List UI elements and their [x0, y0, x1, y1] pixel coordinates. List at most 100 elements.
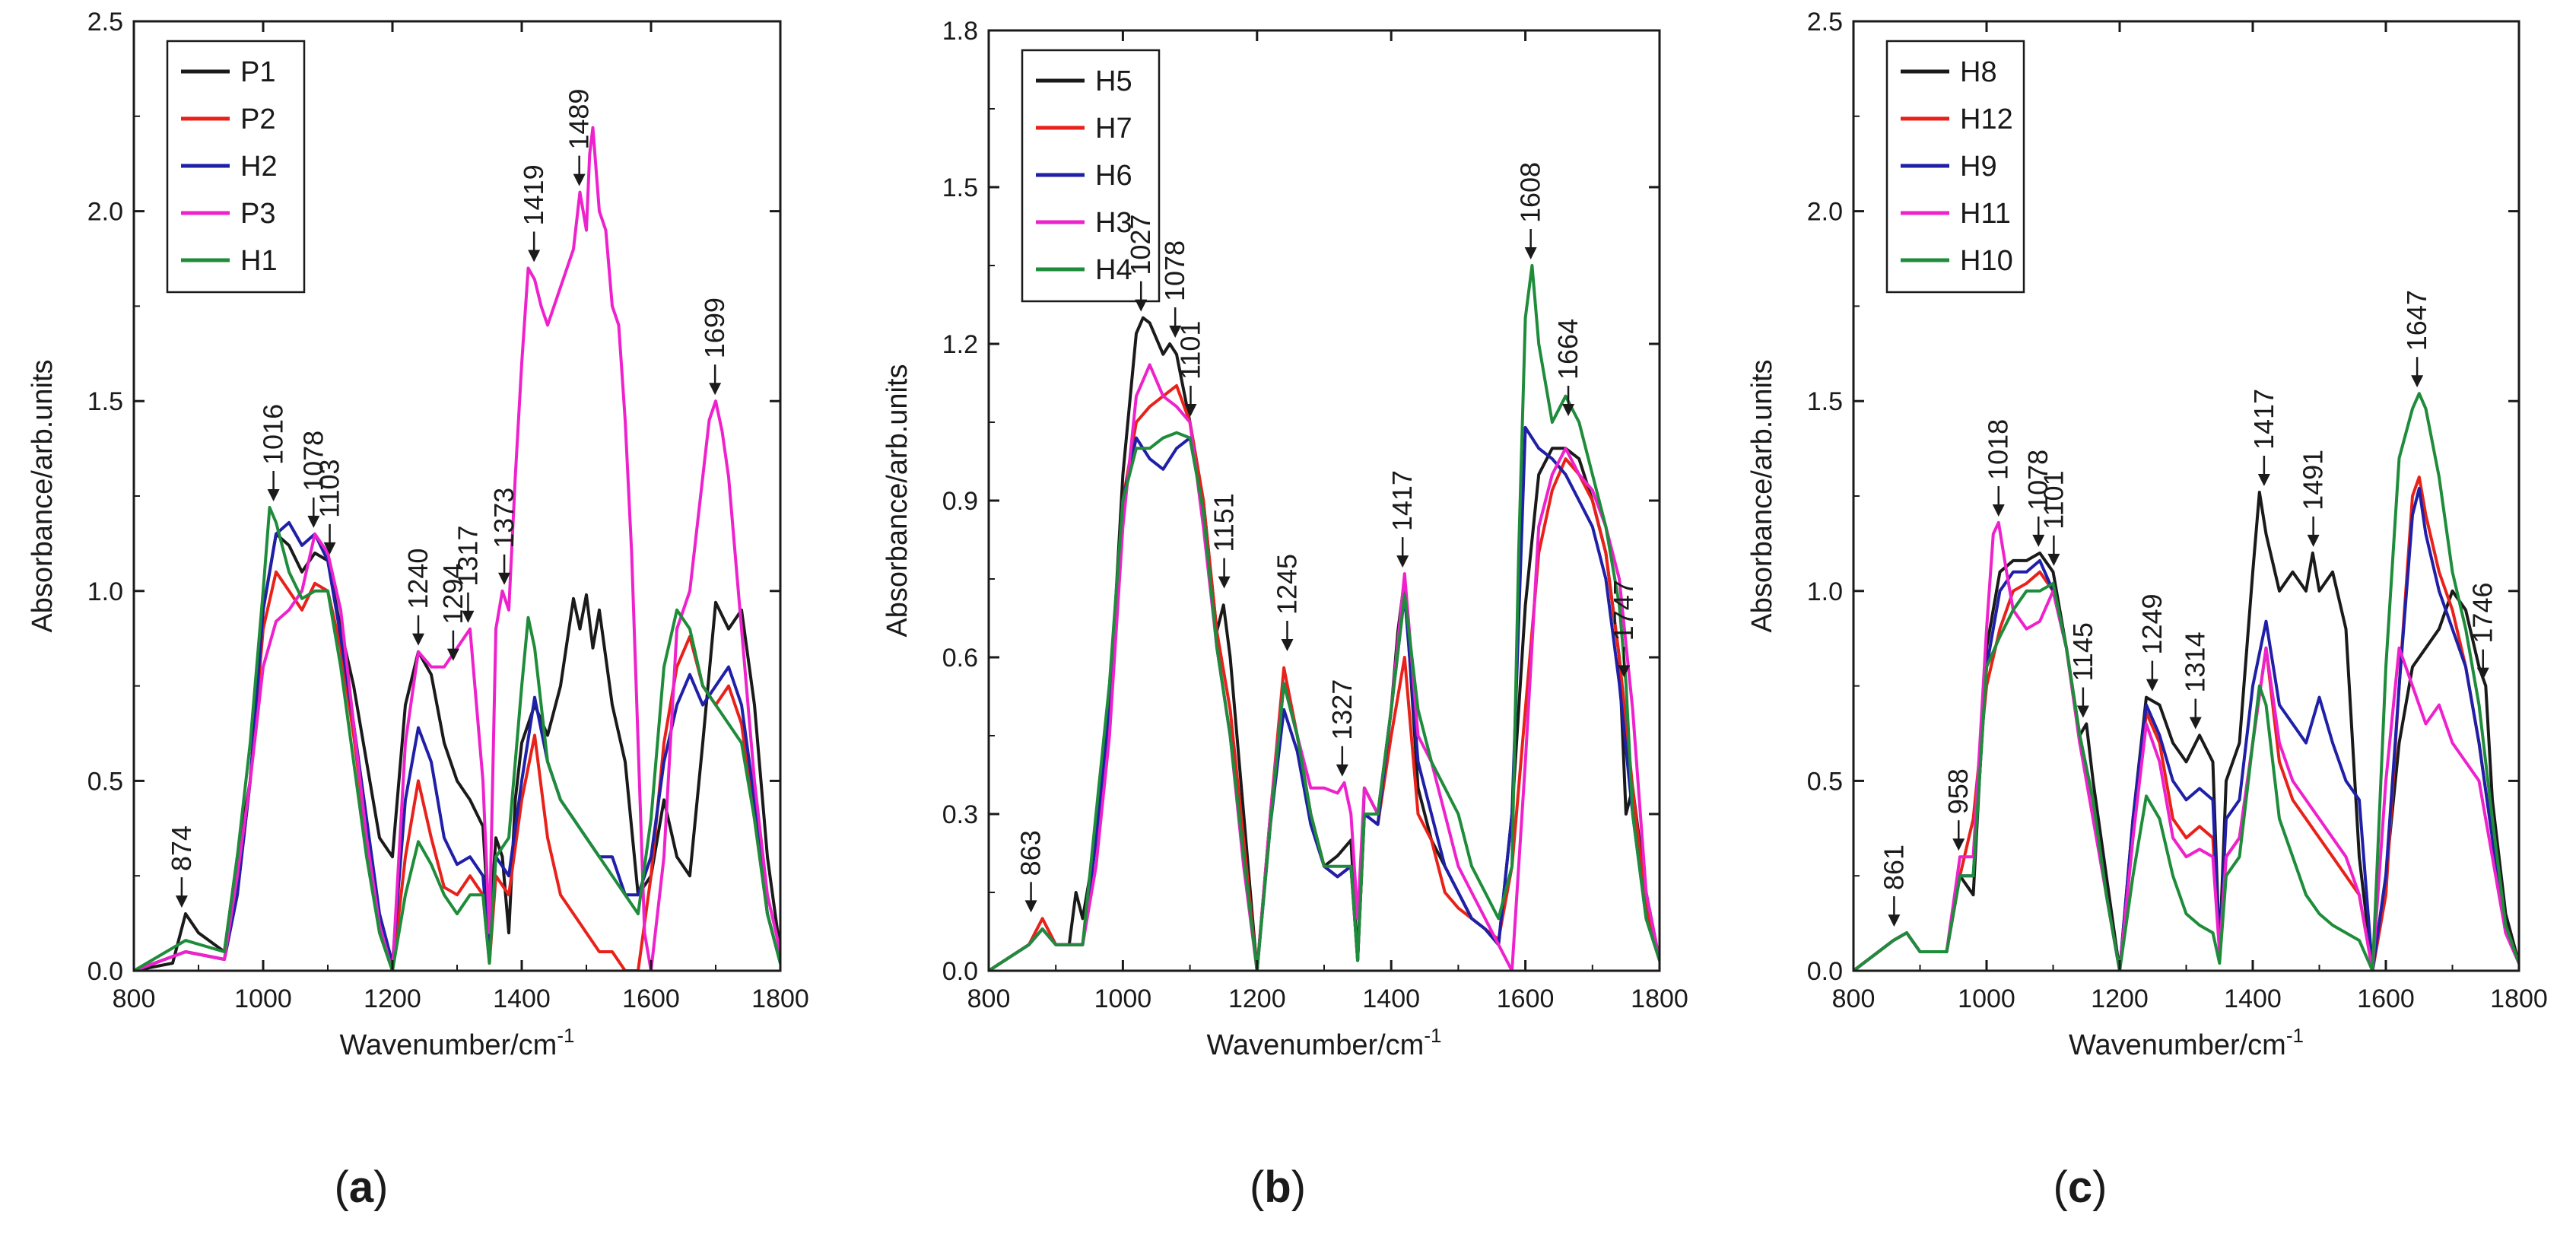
peak-arrowhead	[498, 572, 511, 585]
peak-arrowhead	[1169, 326, 1182, 338]
peak-annotation: 1419	[518, 164, 549, 262]
x-axis-label-text: Wavenumber/cm	[2069, 1029, 2286, 1061]
peak-label: 1078	[297, 431, 329, 491]
peak-arrowhead	[175, 895, 188, 908]
series-line-H9	[1853, 487, 2519, 971]
peak-annotation: 1078	[297, 431, 329, 528]
peak-label: 1078	[2022, 450, 2053, 510]
series-line-H1	[134, 506, 780, 971]
x-axis-label: Wavenumber/cm-1	[340, 1024, 575, 1061]
legend-label: H8	[1960, 56, 1997, 88]
peak-arrowhead	[1524, 247, 1537, 259]
y-tick-label: 1.5	[942, 173, 978, 202]
legend: P1 P2 H2 P3 H1	[166, 40, 306, 294]
peak-label: 1245	[1271, 554, 1302, 615]
x-tick-label: 1800	[2490, 984, 2548, 1013]
panel-caption-close: )	[1291, 1162, 1306, 1212]
series-group	[989, 264, 1660, 971]
y-tick-label: 0.3	[942, 800, 978, 829]
peak-arrowhead	[323, 542, 336, 555]
y-axis-label: Absorbance/arb.units	[881, 364, 913, 637]
legend-label: H7	[1095, 113, 1132, 145]
panel-caption-letter: b	[1264, 1162, 1291, 1212]
panel-caption-open: (	[2053, 1162, 2068, 1212]
panel-caption-open: (	[1250, 1162, 1264, 1212]
legend: H5 H7 H6 H3 H4	[1021, 49, 1161, 303]
x-axis-label: Wavenumber/cm-1	[2069, 1024, 2304, 1061]
panel-caption: (c)	[2053, 1162, 2107, 1212]
peak-label: 1373	[488, 488, 519, 549]
peak-annotation: 1373	[488, 488, 519, 585]
peak-label: 1419	[518, 164, 549, 225]
x-axis-label-superscript: -1	[557, 1024, 574, 1047]
y-tick-label: 0.0	[1807, 957, 1843, 986]
peak-arrowhead	[2032, 534, 2045, 547]
peak-arrowhead	[2307, 534, 2320, 547]
panel-a: 800 1000 1200 1400 1600 1800 0.0 0.5 1.0 1.5 2.0 2.…	[27, 8, 809, 1212]
peak-annotation: 1249	[2136, 593, 2168, 692]
series-line-H5	[989, 316, 1660, 971]
peak-label: 1101	[2038, 470, 2069, 529]
peak-label: 1018	[1983, 419, 2014, 480]
peak-annotation: 1327	[1326, 679, 1358, 777]
peak-annotation: 1078	[2022, 450, 2053, 547]
peak-annotation: 1294	[437, 564, 469, 661]
y-tick-label: 1.0	[87, 577, 123, 606]
x-axis-label-superscript: -1	[2286, 1024, 2304, 1047]
peak-arrowhead	[1396, 555, 1409, 568]
peak-annotation: 1417	[2248, 389, 2279, 487]
y-axis-label: Absorbance/arb.units	[1746, 359, 1778, 632]
peak-label: 1151	[1209, 493, 1240, 552]
y-axis-label: Absorbance/arb.units	[27, 359, 59, 632]
peak-annotation: 1151	[1209, 493, 1240, 589]
peak-arrowhead	[1992, 504, 2005, 517]
peak-annotation: 958	[1942, 768, 1974, 851]
peak-label: 1746	[2467, 583, 2498, 644]
peak-arrowhead	[709, 383, 722, 396]
peak-annotation: 1314	[2180, 631, 2211, 730]
peak-label: 1417	[1386, 470, 1418, 531]
legend-label: H9	[1960, 151, 1997, 183]
peak-arrowhead	[307, 515, 320, 528]
peak-annotation: 1103	[314, 459, 345, 555]
peak-annotation: 1491	[2298, 450, 2329, 547]
y-tick-label: 1.5	[87, 387, 123, 416]
peak-arrowhead	[1218, 576, 1231, 589]
x-tick-label: 1800	[1631, 984, 1688, 1013]
peak-annotation: 1101	[1174, 321, 1205, 416]
panel-caption: (a)	[335, 1162, 389, 1212]
peak-label: 861	[1878, 844, 1909, 890]
peak-annotation: 1647	[2401, 290, 2432, 388]
legend-label: H10	[1960, 245, 2013, 277]
x-axis-label: Wavenumber/cm-1	[1207, 1024, 1442, 1061]
peak-label: 1647	[2401, 290, 2432, 351]
series-line-H11	[1853, 520, 2519, 971]
peak-annotation: 1417	[1386, 470, 1418, 568]
x-tick-label: 1000	[1958, 984, 2015, 1013]
x-tick-label: 1000	[234, 984, 292, 1013]
peak-label: 1016	[258, 404, 289, 465]
y-tick-label: 0.5	[87, 767, 123, 796]
peak-label: 1294	[437, 564, 469, 625]
y-tick-label: 2.0	[1807, 198, 1843, 227]
y-tick-label: 0.5	[1807, 767, 1843, 796]
peak-arrowhead	[2257, 474, 2270, 487]
peak-label: 958	[1942, 768, 1974, 814]
peak-label: 1314	[2180, 631, 2211, 692]
x-tick-label: 800	[967, 984, 1011, 1013]
peak-label: 1417	[2248, 389, 2279, 450]
x-tick-label: 1400	[2224, 984, 2282, 1013]
peak-arrowhead	[1024, 900, 1037, 913]
x-tick-label: 800	[1832, 984, 1876, 1013]
panel-caption-letter: a	[349, 1162, 374, 1212]
panel-b: 800 1000 1200 1400 1600 1800 0.0 0.3 0.6 0.9 1.2 1.…	[881, 17, 1688, 1212]
series-line-H4	[989, 264, 1660, 971]
legend-label: H2	[240, 151, 278, 183]
peak-arrowhead	[1336, 764, 1348, 777]
peak-annotation: 1489	[564, 89, 595, 186]
x-tick-label: 1200	[364, 984, 421, 1013]
peak-label: 1317	[452, 526, 483, 587]
peak-annotation: 1245	[1271, 554, 1302, 651]
peak-label: 863	[1015, 830, 1047, 876]
